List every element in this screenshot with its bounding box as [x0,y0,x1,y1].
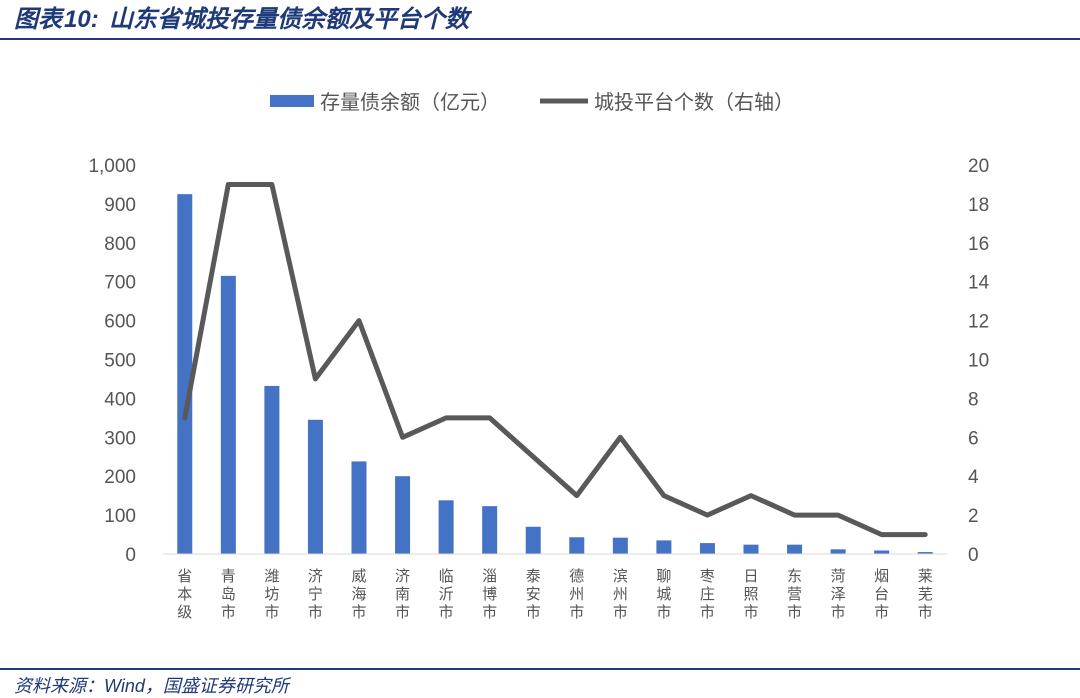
x-category-label: 临沂市 [439,567,454,621]
y-left-tick-label: 300 [104,428,136,449]
y-right-tick-label: 4 [968,467,979,488]
legend-label-bar: 存量债余额（亿元） [320,90,500,114]
y-right-tick-label: 18 [968,195,989,216]
y-left-tick-label: 400 [104,389,136,410]
y-right-tick-label: 20 [968,156,989,177]
chart: 存量债余额（亿元） 城投平台个数（右轴） 0100200300400500600… [88,90,990,621]
line-series [182,182,928,538]
bar [177,194,193,555]
figure-number: 10: [64,6,99,33]
y-left-tick-label: 0 [125,545,136,566]
source-label: 资料来源： [14,676,104,697]
bar [482,506,498,554]
legend-label-line: 城投平台个数（右轴） [594,90,794,114]
y-left-tick-label: 500 [104,351,136,372]
x-category-label: 济宁市 [308,567,323,621]
x-category-label: 聊城市 [656,567,671,621]
bar [525,526,541,554]
bar [699,543,715,554]
x-category-label: 莱芜市 [918,567,933,621]
x-category-label: 潍坊市 [264,567,279,621]
bar [787,544,803,554]
y-left-tick-label: 100 [104,506,136,527]
bar [351,461,367,554]
y-axis-right: 0 2 4 6 8 10 12 14 16 18 20 [968,156,990,566]
legend-swatch-bar [270,95,314,107]
figure-title: 图表10: 山东省城投存量债余额及平台个数 [14,2,469,36]
y-right-tick-label: 8 [968,389,979,410]
bar [438,500,454,554]
x-category-label: 菏泽市 [831,567,846,621]
bar-series [177,194,933,555]
x-category-label: 东营市 [787,567,802,621]
y-right-tick-label: 14 [968,273,990,294]
x-category-label: 省本级 [177,567,192,621]
x-category-label: 威海市 [351,567,366,621]
x-category-label: 枣庄市 [700,567,715,621]
bar [917,552,933,554]
x-category-label: 济南市 [395,567,410,621]
bar [830,549,846,554]
y-left-tick-label: 900 [104,195,136,216]
y-right-tick-label: 10 [968,351,989,372]
y-left-tick-label: 800 [104,234,136,255]
y-right-tick-label: 0 [968,545,979,566]
source-org: Wind [104,676,145,696]
chart-legend: 存量债余额（亿元） 城投平台个数（右轴） [270,90,794,114]
y-right-tick-label: 2 [968,506,979,527]
bar [569,537,585,554]
figure-title-text: 山东省城投存量债余额及平台个数 [109,4,470,33]
x-category-label: 淄博市 [482,567,497,621]
bar [307,419,323,554]
figure-title-prefix: 图表 [14,4,62,33]
bar [743,544,759,554]
y-left-tick-label: 600 [104,312,136,333]
y-right-tick-label: 12 [968,312,989,333]
bar [395,476,411,554]
x-category-label: 滨州市 [613,567,628,621]
bar [612,537,628,554]
x-category-label: 泰安市 [526,567,541,621]
y-axis-left: 0 100 200 300 400 500 600 700 800 900 1,000 [88,156,136,566]
title-rule [0,38,1080,40]
y-right-tick-label: 16 [968,234,989,255]
y-left-tick-label: 1,000 [88,156,136,177]
y-left-tick-label: 700 [104,273,136,294]
x-category-label: 烟台市 [874,567,889,621]
bar [220,275,236,554]
bar [656,540,672,554]
x-category-label: 德州市 [569,567,584,621]
x-axis-labels: 省本级 青岛市 潍坊市 济宁市 威海市 济南市 临沂市 淄博市 泰安市 德州市 滨州市 聊城市 枣庄市 日… [177,567,932,621]
bar [264,385,280,554]
source-rest: ，国盛证券研究所 [144,676,289,697]
bar [874,550,890,554]
y-right-tick-label: 6 [968,428,979,449]
x-category-label: 日照市 [743,567,758,621]
x-category-label: 青岛市 [221,567,236,621]
y-left-tick-label: 200 [104,467,136,488]
source-note: 资料来源：Wind，国盛证券研究所 [14,672,289,698]
footer-rule [0,668,1080,670]
